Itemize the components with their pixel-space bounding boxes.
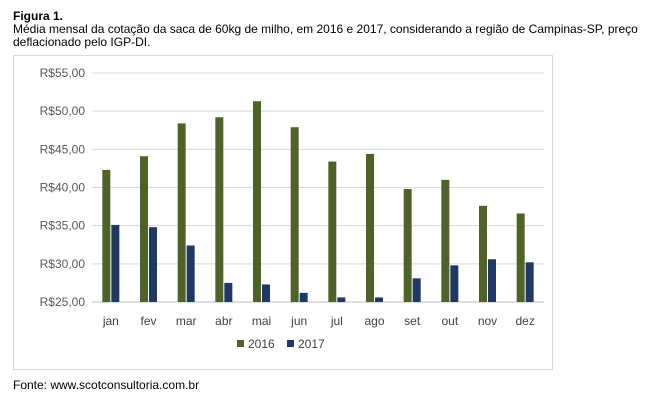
bar-2016-mai <box>253 101 261 302</box>
bar-2016-jun <box>290 127 299 303</box>
bar-2017-nov <box>488 259 496 302</box>
bar-2017-mar <box>186 245 195 302</box>
bar-2017-jan <box>111 224 120 302</box>
bar-2017-abr <box>224 282 233 302</box>
bar-2016-dez <box>516 213 525 302</box>
x-tick-label: mar <box>176 314 197 328</box>
gridlines <box>92 72 544 303</box>
bar-2016-abr <box>215 117 224 302</box>
x-tick-label: jun <box>290 314 307 328</box>
chart-container: R$25,00 R$30,00 R$35,00 R$40,00 R$45,00 R$50,… <box>13 55 553 370</box>
x-axis-ticks: jan fev mar abr mai jun jul ago set out nov dez <box>102 314 535 328</box>
bar-2017-jul <box>337 297 346 302</box>
bar-2016-out <box>441 179 450 302</box>
legend: 2016 2017 <box>237 337 325 351</box>
y-tick-label: R$55,00 <box>40 66 86 80</box>
bar-2016-jul <box>328 161 337 302</box>
bar-2016-ago <box>366 153 374 302</box>
legend-swatch-2016 <box>237 340 244 347</box>
y-tick-label: R$40,00 <box>40 181 86 195</box>
bar-2017-ago <box>375 297 383 302</box>
bar-2017-out <box>450 265 459 302</box>
bar-2016-jan <box>102 169 111 302</box>
y-tick-label: R$35,00 <box>40 219 86 233</box>
x-tick-label: dez <box>515 314 534 328</box>
figure-source: Fonte: www.scotconsultoria.com.br <box>13 378 200 392</box>
legend-swatch-2017 <box>287 340 294 347</box>
legend-label-2017: 2017 <box>298 337 325 351</box>
legend-label-2016: 2016 <box>248 337 275 351</box>
x-tick-label: abr <box>215 314 232 328</box>
bar-2017-set <box>412 278 421 302</box>
y-tick-label: R$45,00 <box>40 142 86 156</box>
bar-2016-set <box>403 189 412 302</box>
y-tick-label: R$50,00 <box>40 104 86 118</box>
y-tick-label: R$25,00 <box>40 295 86 309</box>
x-tick-label: nov <box>478 314 497 328</box>
bar-2016-mar <box>177 123 186 302</box>
y-axis-ticks: R$25,00 R$30,00 R$35,00 R$40,00 R$45,00 R$50,… <box>40 66 86 309</box>
x-tick-label: fev <box>140 314 156 328</box>
bar-2016-fev <box>140 156 148 302</box>
y-tick-label: R$30,00 <box>40 257 86 271</box>
bar-chart: R$25,00 R$30,00 R$35,00 R$40,00 R$45,00 R$50,… <box>40 66 544 351</box>
bars <box>102 101 534 303</box>
bar-2017-mai <box>262 284 270 302</box>
x-tick-label: out <box>441 314 458 328</box>
bar-2017-fev <box>149 227 157 302</box>
x-tick-label: jan <box>102 314 119 328</box>
x-tick-label: jul <box>330 314 343 328</box>
figure-label: Figura 1. <box>13 9 64 23</box>
bar-2016-nov <box>479 205 487 302</box>
bar-2017-dez <box>525 262 534 302</box>
figure-caption: Média mensal da cotação da saca de 60kg … <box>13 22 638 49</box>
x-tick-label: mai <box>252 314 271 328</box>
x-tick-label: ago <box>364 314 384 328</box>
x-tick-label: set <box>404 314 421 328</box>
bar-2017-jun <box>299 292 308 302</box>
